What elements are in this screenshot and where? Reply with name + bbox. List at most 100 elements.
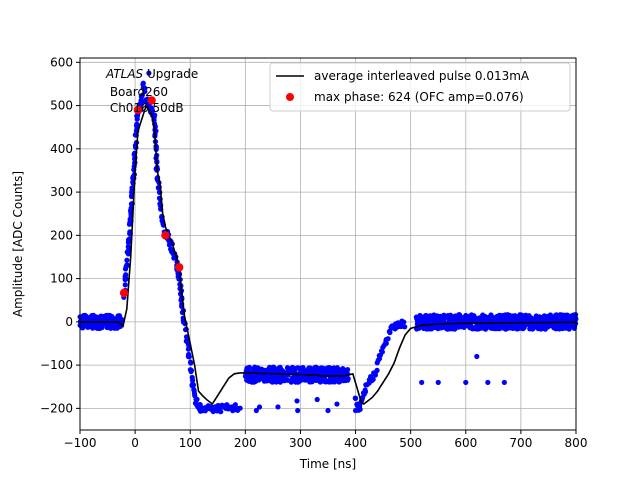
sample-point	[189, 377, 196, 383]
sample-point	[124, 257, 130, 263]
sample-point	[501, 379, 507, 386]
sample-point	[138, 100, 144, 107]
y-tick-label: 600	[50, 55, 73, 69]
sample-point	[345, 375, 351, 382]
sample-point	[128, 193, 135, 200]
sample-point	[294, 398, 300, 404]
sample-point	[185, 346, 192, 352]
max-phase-point	[133, 105, 143, 115]
sample-point	[237, 405, 243, 411]
sample-point	[149, 108, 156, 114]
sample-point	[519, 312, 525, 318]
annotation-line-1: ATLAS Upgrade	[105, 67, 198, 81]
x-axis-label: Time [ns]	[299, 457, 356, 471]
sample-point	[352, 407, 359, 414]
sample-point	[152, 112, 158, 118]
sample-point	[140, 80, 146, 86]
sample-point	[362, 387, 368, 393]
x-tick-label: 400	[344, 436, 367, 450]
sample-point	[253, 407, 259, 414]
y-ticks: −200 −100 0 100 200 300 400 500 600	[40, 55, 80, 415]
sample-point	[256, 404, 263, 410]
y-axis-label: Amplitude [ADC Counts]	[11, 171, 25, 317]
x-ticks: −100 0 100 200 300 400 500 600 700 800	[64, 430, 587, 450]
sample-point	[127, 231, 133, 237]
sample-point	[123, 272, 129, 278]
sample-point	[125, 244, 131, 250]
x-tick-label: −100	[64, 436, 97, 450]
max-phase-point	[175, 263, 184, 272]
y-tick-label: −100	[40, 358, 73, 372]
sample-point	[246, 364, 252, 371]
atlas-annotation: ATLAS Upgrade Board260 Ch016 50dB	[105, 67, 198, 115]
sample-point	[275, 404, 281, 410]
y-tick-label: −200	[40, 401, 73, 415]
x-tick-label: 100	[179, 436, 202, 450]
max-phase-layer	[119, 96, 184, 298]
sample-point	[383, 340, 389, 347]
sample-point	[374, 367, 380, 373]
legend-max-phase-label: max phase: 624 (OFC amp=0.076)	[314, 90, 524, 104]
max-phase-point	[147, 96, 156, 105]
sample-point	[379, 349, 385, 355]
annotation-upgrade: Upgrade	[143, 67, 198, 81]
sample-point	[463, 379, 469, 386]
sample-point	[385, 336, 391, 342]
sample-point	[474, 353, 480, 360]
sample-point	[344, 367, 351, 373]
sample-point	[218, 409, 224, 415]
sample-point	[352, 395, 359, 401]
sample-point	[398, 323, 404, 329]
sample-point	[435, 379, 441, 386]
annotation-line-3: Ch016 50dB	[106, 101, 184, 115]
sample-point	[188, 360, 194, 366]
plot-frame	[79, 57, 577, 431]
sample-point	[122, 282, 128, 288]
sample-point	[190, 382, 197, 388]
sample-point	[186, 354, 192, 360]
y-tick-label: 0	[65, 315, 73, 329]
x-tick-label: 700	[509, 436, 532, 450]
sample-point	[279, 367, 285, 373]
max-phase-point	[161, 231, 170, 240]
sample-point	[126, 250, 132, 256]
x-tick-label: 600	[454, 436, 477, 450]
sample-point	[146, 70, 152, 76]
sample-point	[387, 329, 393, 336]
sample-point	[334, 401, 340, 407]
sample-point	[314, 396, 320, 403]
legend-marker-swatch	[286, 93, 294, 101]
sample-point	[401, 319, 407, 325]
y-tick-label: 100	[50, 272, 73, 286]
legend: average interleaved pulse 0.013mA max ph…	[269, 62, 571, 112]
annotation-line-2: Board260	[106, 85, 168, 99]
annotation-atlas: ATLAS	[105, 67, 144, 81]
sample-point	[133, 122, 140, 129]
x-tick-label: 0	[131, 436, 139, 450]
x-tick-label: 300	[289, 436, 312, 450]
sample-point	[142, 88, 148, 95]
y-tick-label: 500	[50, 99, 73, 113]
sample-point	[193, 397, 200, 403]
x-tick-label: 200	[234, 436, 257, 450]
sample-point	[270, 364, 277, 370]
sample-point	[123, 276, 129, 282]
sample-point	[419, 379, 425, 386]
legend-box	[269, 62, 571, 112]
sample-point	[402, 324, 408, 330]
max-phase-point	[119, 288, 129, 298]
legend-average-label: average interleaved pulse 0.013mA	[314, 69, 530, 83]
sample-point	[356, 404, 363, 410]
sample-point	[485, 379, 491, 386]
sample-point	[370, 376, 376, 383]
average-line-layer	[80, 103, 577, 406]
sample-point	[497, 326, 503, 332]
sample-point	[232, 402, 238, 408]
sample-point	[124, 262, 131, 268]
sample-point	[295, 407, 301, 414]
average-pulse-line	[80, 103, 577, 406]
y-tick-label: 300	[50, 185, 73, 199]
sample-point	[325, 407, 331, 414]
